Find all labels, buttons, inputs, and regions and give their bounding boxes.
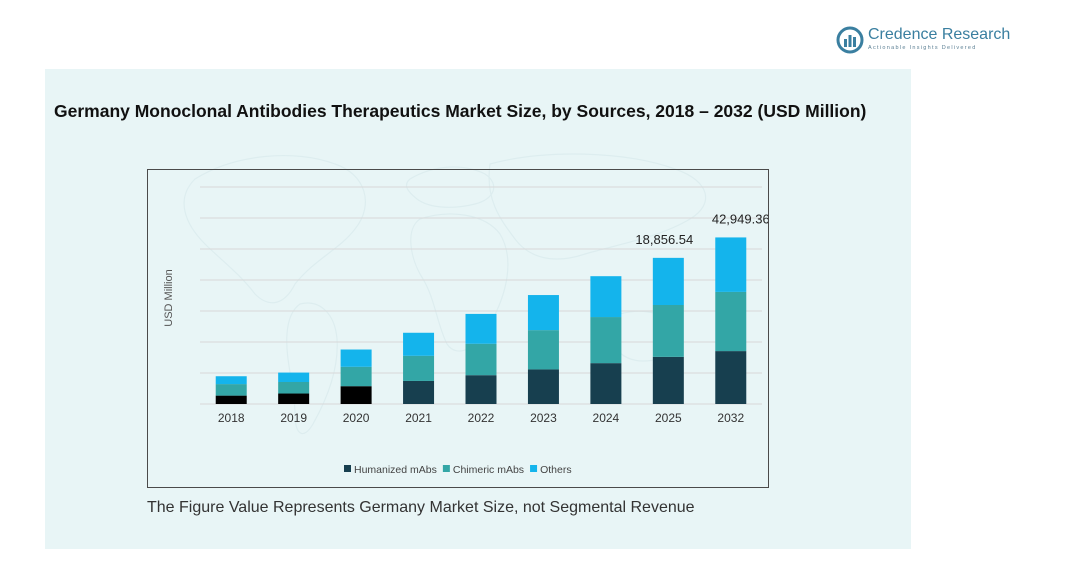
x-tick-label: 2023 (530, 411, 557, 425)
bar-humanized-mabs2022 (465, 375, 497, 404)
bar-chimeric-mabs2020 (340, 366, 372, 387)
bar-chimeric-mabs2019 (278, 382, 310, 394)
bar-others2032 (715, 237, 747, 292)
legend-swatch (344, 465, 351, 472)
bar-others2025 (652, 257, 684, 305)
footnote: The Figure Value Represents Germany Mark… (147, 499, 695, 516)
bar-humanized-mabs2025 (652, 356, 684, 404)
legend-label: Humanized mAbs (354, 464, 437, 476)
y-axis-label: USD Million (163, 269, 175, 326)
bar-humanized-mabs2020 (340, 386, 372, 404)
x-tick-label: 2018 (218, 411, 245, 425)
x-tick-label: 2024 (593, 411, 620, 425)
x-tick-label: 2021 (405, 411, 432, 425)
chart-frame: USD Million 2018 2019 2020 2021 2022 2023 2024 2… (147, 169, 769, 488)
bar-chimeric-mabs2021 (403, 355, 435, 381)
bar-chimeric-mabs2025 (652, 305, 684, 357)
bar-others2018 (215, 376, 247, 385)
x-tick-label: 2020 (343, 411, 370, 425)
bar-others2024 (590, 276, 622, 318)
bar-others2021 (403, 332, 435, 356)
bar-humanized-mabs2021 (403, 380, 435, 404)
bar-others2022 (465, 313, 497, 344)
bar-chimeric-mabs2022 (465, 343, 497, 376)
stacked-bar-chart: USD Million 2018 2019 2020 2021 2022 2023 2024 2… (163, 186, 768, 476)
bar-humanized-mabs2018 (215, 395, 247, 404)
bar-others2023 (527, 295, 559, 331)
x-tick-label: 2025 (655, 411, 682, 425)
bar-chimeric-mabs2018 (215, 384, 247, 396)
legend-swatch (442, 465, 450, 472)
x-tick-label: 2019 (280, 411, 307, 425)
brand-logo: Credence Research Actionable Insights De… (836, 26, 1026, 58)
bar-others2020 (340, 349, 372, 367)
data-label: 42,949.36 (712, 211, 768, 226)
bar-humanized-mabs2023 (527, 369, 559, 404)
brand-tagline: Actionable Insights Delivered (868, 45, 977, 51)
x-tick-label: 2022 (468, 411, 495, 425)
chart-title: Germany Monoclonal Antibodies Therapeuti… (54, 101, 867, 121)
legend-label: Chimeric mAbs (453, 464, 524, 476)
legend-label: Others (540, 464, 572, 476)
chart-panel (45, 69, 911, 549)
bar-humanized-mabs2019 (278, 393, 310, 404)
x-tick-label: 2032 (717, 411, 744, 425)
data-label: 18,856.54 (635, 232, 693, 247)
brand-name: Credence Research (868, 26, 1011, 43)
credence-logo-icon (836, 26, 864, 54)
legend-swatch (530, 465, 538, 472)
bar-chimeric-mabs2032 (715, 291, 747, 352)
bar-others2019 (278, 372, 310, 382)
bar-humanized-mabs2024 (590, 363, 622, 404)
bar-humanized-mabs2032 (715, 351, 747, 404)
bar-chimeric-mabs2024 (590, 317, 622, 364)
bar-chimeric-mabs2023 (527, 330, 559, 370)
